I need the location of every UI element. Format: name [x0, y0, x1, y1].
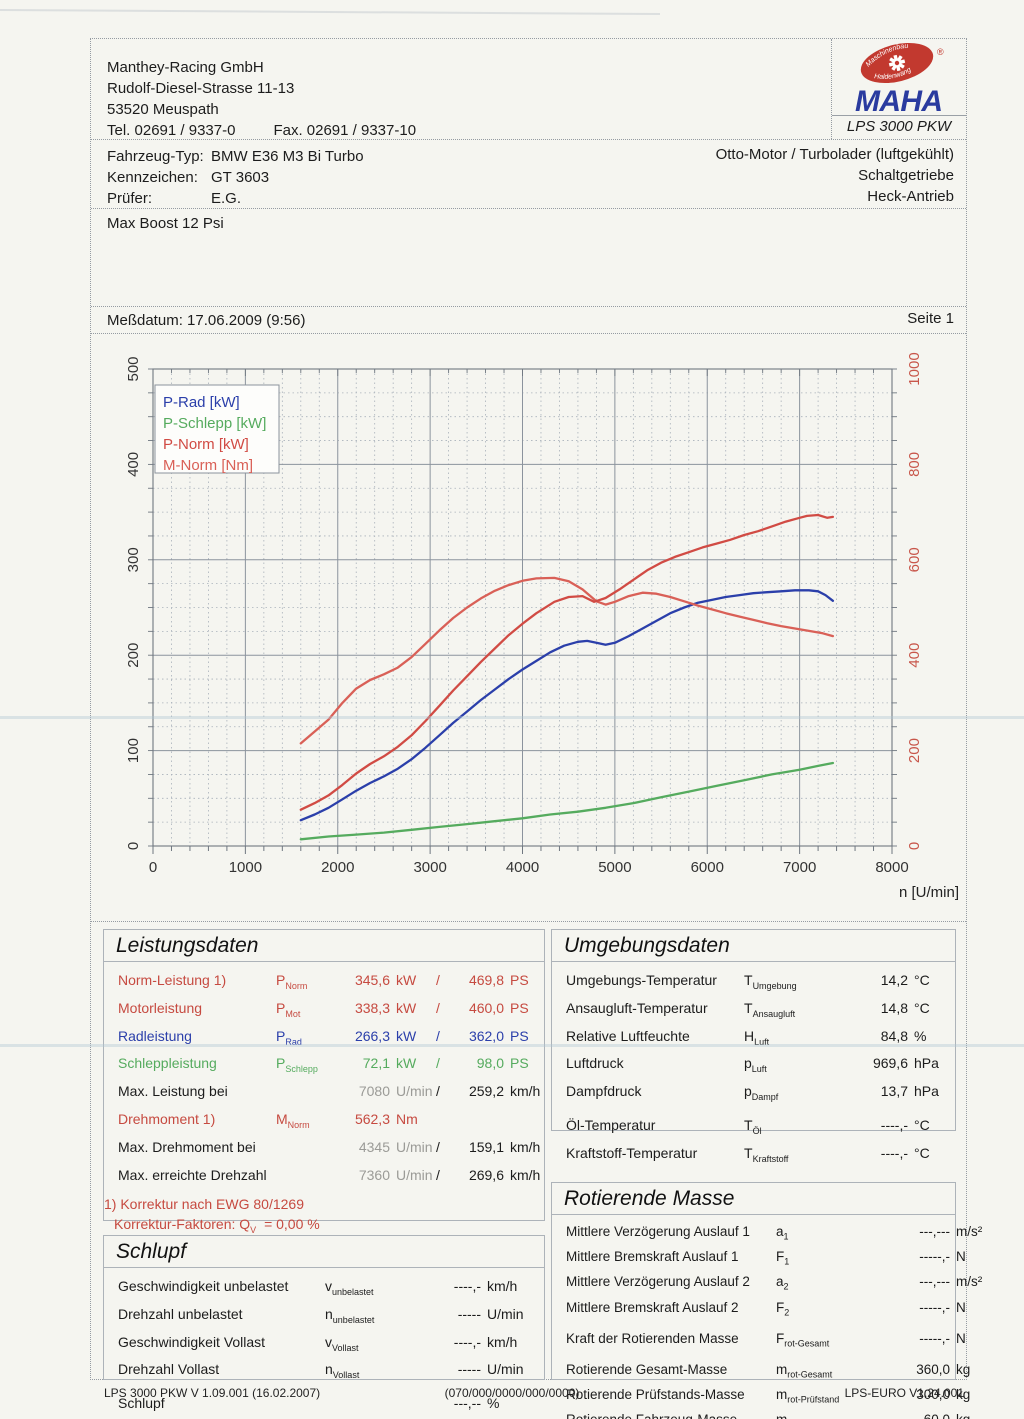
- svg-text:400: 400: [125, 452, 142, 477]
- registered-mark: ®: [937, 47, 944, 57]
- svg-text:5000: 5000: [598, 859, 631, 876]
- table-row: Mittlere Bremskraft Auslauf 1 F1 -----,- N: [566, 1249, 966, 1267]
- svg-text:0: 0: [149, 859, 157, 876]
- divider: [91, 921, 966, 922]
- table-row: Kraft der Rotierenden Masse Frot-Gesamt --…: [566, 1330, 966, 1349]
- svg-text:P-Norm [kW]: P-Norm [kW]: [163, 436, 249, 453]
- company-street: Rudolf-Diesel-Strasse 11-13: [107, 80, 295, 97]
- table-row: Drehzahl Vollast nVollast ----- U/min: [118, 1361, 524, 1381]
- schlupf-box: Schlupf Geschwindigkeit unbelastet vunbel…: [103, 1235, 545, 1411]
- maha-logo: Maschinenbau Haldenwang ® MAHA: [855, 42, 944, 115]
- table-row: Rotierende Fahrzeug-Massemrot-Fahrzeug60…: [566, 1410, 970, 1419]
- footer-version-right: LPS-EURO V1.24.001: [844, 1386, 964, 1400]
- vehicle-type-row: Fahrzeug-Typ: BMW E36 M3 Bi Turbo: [107, 148, 364, 165]
- footnote-1: 1) Korrektur nach EWG 80/1269: [104, 1195, 304, 1212]
- vehicle-plate-row: Kennzeichen: GT 3603: [107, 169, 270, 186]
- scan-streak: [0, 716, 1024, 719]
- section-title-umgebungsdaten: Umgebungsdaten: [552, 930, 955, 962]
- company-address-block: Manthey-Racing GmbH Rudolf-Diesel-Strass…: [107, 57, 454, 141]
- table-row: Schlupf ---,--%: [118, 1395, 500, 1412]
- svg-text:4000: 4000: [506, 859, 539, 876]
- table-row: Umgebungs-Temperatur TUmgebung 14,2 °C: [566, 972, 930, 991]
- scan-streak: [0, 1044, 1024, 1047]
- table-row: Luftdruck pLuft 969,6 hPa: [566, 1055, 939, 1075]
- maha-wordmark: MAHA: [855, 85, 943, 115]
- svg-text:P-Schlepp [kW]: P-Schlepp [kW]: [163, 415, 266, 432]
- section-title-schlupf: Schlupf: [104, 1236, 544, 1268]
- svg-text:n [U/min]: n [U/min]: [899, 884, 959, 901]
- svg-text:6000: 6000: [691, 859, 724, 876]
- svg-text:500: 500: [125, 356, 142, 381]
- svg-text:300: 300: [125, 547, 142, 572]
- table-row: Norm-Leistung 1) PNorm 345,6 kW/469,8 PS: [118, 972, 529, 991]
- svg-text:400: 400: [906, 643, 923, 668]
- footnote-2: Korrektur-Faktoren: QV = 0,00 %: [114, 1215, 320, 1235]
- svg-text:200: 200: [125, 643, 142, 668]
- paper-edge-artifact: [0, 8, 660, 16]
- footer-code-center: (070/000/0000/000/0000): [444, 1386, 580, 1400]
- table-row: Drehmoment 1) MNorm 562,3 Nm: [118, 1111, 418, 1130]
- table-row: Schleppleistung PSchlepp 72,1 kW/98,0 PS: [118, 1055, 529, 1075]
- divider: [91, 333, 966, 334]
- vehicle-tester-row: Prüfer: E.G.: [107, 190, 242, 207]
- svg-text:1000: 1000: [229, 859, 262, 876]
- leistungsdaten-box: Leistungsdaten Norm-Leistung 1) PNorm 345,…: [103, 929, 545, 1235]
- company-city: 53520 Meuspath: [107, 101, 219, 118]
- table-row: Max. erreichte Drehzahl 7360 U/min/269,6 km…: [118, 1166, 541, 1183]
- table-row: Öl-Temperatur TÖl ----,- °C: [566, 1116, 930, 1136]
- svg-text:800: 800: [906, 452, 923, 477]
- document-frame: Manthey-Racing GmbH Rudolf-Diesel-Strass…: [90, 38, 983, 1419]
- table-row: Mittlere Bremskraft Auslauf 2 F2 -----,- N: [566, 1299, 966, 1318]
- svg-text:P-Rad [kW]: P-Rad [kW]: [163, 394, 240, 411]
- measurement-date: Meßdatum: 17.06.2009 (9:56): [107, 312, 306, 329]
- table-row: Rotierende Prüfstands-Masse mrot-Prüfstan…: [566, 1387, 971, 1405]
- remark-text: Max Boost 12 Psi: [107, 215, 224, 232]
- table-row: Geschwindigkeit unbelastet vunbelastet ---…: [118, 1278, 518, 1297]
- svg-text:200: 200: [906, 738, 923, 763]
- table-row: Kraftstoff-Temperatur TKraftstoff ----,- °C: [566, 1144, 930, 1164]
- svg-text:0: 0: [906, 842, 923, 850]
- table-row: Ansaugluft-Temperatur TAnsaugluft 14,8 °C: [566, 999, 930, 1019]
- table-row: Mittlere Verzögerung Auslauf 2 a2 ---,--- m…: [566, 1274, 983, 1293]
- company-fax: Fax. 02691 / 9337-10: [273, 122, 417, 139]
- svg-text:2000: 2000: [321, 859, 354, 876]
- table-row: Motorleistung PMot 338,3 kW/460,0 PS: [118, 999, 529, 1019]
- svg-text:M-Norm [Nm]: M-Norm [Nm]: [163, 457, 253, 474]
- umgebungsdaten-box: Umgebungsdaten Umgebungs-Temperatur TUmge…: [551, 929, 956, 1164]
- company-tel: Tel. 02691 / 9337-0: [107, 122, 236, 139]
- svg-text:600: 600: [906, 547, 923, 572]
- rotierende-masse-box: Rotierende Masse Mittlere Verzögerung Au…: [551, 1182, 983, 1419]
- divider: [91, 306, 966, 307]
- device-model-label: LPS 3000 PKW: [832, 115, 966, 135]
- section-title-rotierende-masse: Rotierende Masse: [552, 1183, 955, 1215]
- page-number: Seite 1: [907, 310, 954, 327]
- table-row: Radleistung PRad 266,3 kW/362,0 PS: [118, 1027, 529, 1047]
- svg-text:0: 0: [125, 842, 142, 850]
- engine-config-block: Otto-Motor / Turbolader (luftgekühlt) Sc…: [715, 146, 954, 205]
- svg-text:100: 100: [125, 738, 142, 763]
- table-row: Max. Leistung bei 7080 U/min/259,2 km/h: [118, 1083, 541, 1100]
- table-row: Relative Luftfeuchte HLuft 84,8%: [566, 1027, 927, 1047]
- section-title-leistungsdaten: Leistungsdaten: [104, 930, 544, 962]
- table-row: Max. Drehmoment bei 4345 U/min/159,1 km/h: [118, 1138, 541, 1155]
- svg-text:3000: 3000: [413, 859, 446, 876]
- svg-text:7000: 7000: [783, 859, 816, 876]
- table-row: Geschwindigkeit Vollast vVollast ----,- km/…: [118, 1333, 518, 1353]
- svg-text:1000: 1000: [906, 352, 923, 385]
- divider: [91, 139, 966, 140]
- table-row: Dampfdruck pDampf 13,7 hPa: [566, 1083, 939, 1102]
- table-row: Drehzahl unbelastet nunbelastet ----- U/min: [118, 1305, 524, 1325]
- table-row: Rotierende Gesamt-Masse mrot-Gesamt 360,0 k…: [566, 1361, 971, 1380]
- table-row: Mittlere Verzögerung Auslauf 1 a1 ---,--- m…: [566, 1224, 983, 1242]
- svg-text:8000: 8000: [875, 859, 908, 876]
- dyno-chart: 0 1000 2000 3000 4000 5000 6000 7000 80000100200…: [125, 352, 959, 901]
- maha-logo-cell: Maschinenbau Haldenwang ® MAHA LPS 3000 …: [831, 39, 966, 139]
- divider: [91, 208, 966, 209]
- company-name: Manthey-Racing GmbH: [107, 59, 264, 76]
- footer-version-left: LPS 3000 PKW V 1.09.001 (16.02.2007): [104, 1386, 321, 1400]
